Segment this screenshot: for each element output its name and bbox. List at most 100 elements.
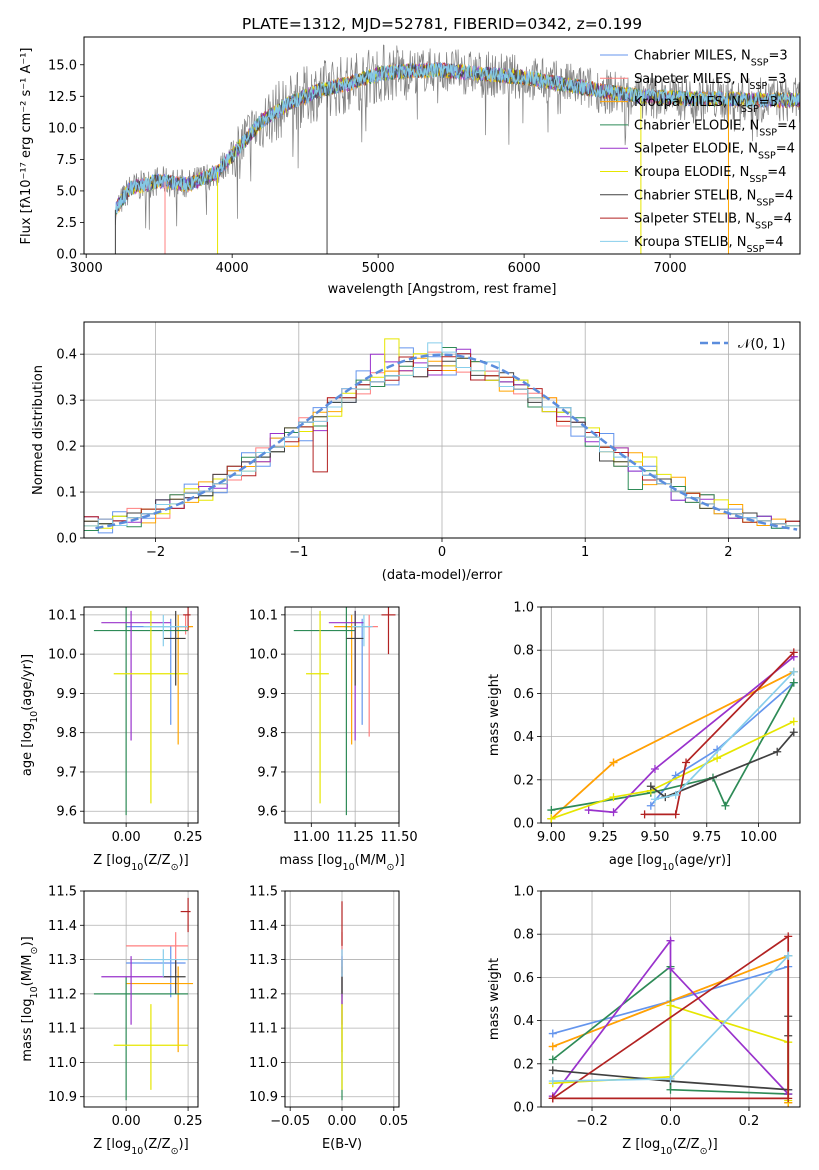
y-tick-label: 9.8 — [257, 726, 278, 741]
label-subscript: 10 — [29, 711, 40, 723]
weight-marker — [666, 936, 675, 945]
weight-line — [550, 671, 795, 820]
label-part: Kroupa ELODIE, N — [634, 165, 749, 180]
weight-marker — [789, 728, 798, 737]
x-tick-label: 6000 — [508, 261, 541, 276]
label-part: =4 — [764, 235, 783, 250]
label-part: )] — [179, 1137, 189, 1152]
label-part: (Z/Z — [672, 1137, 699, 1152]
weight-marker — [671, 810, 680, 819]
weight-marker — [609, 793, 618, 802]
x-axis-label: mass [log10(M/M⊙)] — [279, 853, 404, 873]
label-subscript: SSP — [759, 127, 777, 138]
y-tick-label: 11.1 — [48, 1022, 77, 1037]
y-tick-label: 10.1 — [48, 608, 77, 623]
y-tick-label: 1.0 — [513, 885, 534, 900]
age-vs-mass-border — [284, 606, 400, 824]
y-tick-label: 0.4 — [513, 1014, 534, 1029]
label-part: Salpeter ELODIE, N — [634, 142, 758, 157]
x-tick-label: 10.00 — [740, 830, 777, 845]
label-part: )] — [179, 853, 189, 868]
label-part: mass weight — [487, 674, 502, 756]
age-vs-Z-border — [83, 606, 199, 824]
x-tick-label: 0.2 — [739, 1114, 760, 1129]
label-part: Chabrier ELODIE, N — [634, 118, 759, 133]
label-subscript: 10 — [662, 862, 674, 873]
chart-title: PLATE=1312, MJD=52781, FIBERID=0342, z=0… — [242, 15, 642, 33]
residuals-border — [83, 321, 801, 539]
x-tick-label: 0.25 — [174, 830, 203, 845]
x-tick-label: 11.25 — [337, 830, 374, 845]
legend-entry: Salpeter ELODIE, NSSP=4 — [634, 142, 795, 162]
label-subscript: 10 — [131, 862, 143, 873]
weight-line — [650, 731, 795, 799]
mass-vs-Z-border — [83, 890, 199, 1108]
x-tick-label: 0.05 — [379, 1114, 408, 1129]
histogram-series — [84, 342, 800, 538]
x-tick-label: 3000 — [70, 261, 103, 276]
label-subscript: SSP — [751, 57, 769, 68]
x-tick-label: 0.00 — [328, 1114, 357, 1129]
x-tick-label: 11.50 — [380, 830, 417, 845]
label-part: Z [log — [93, 1137, 131, 1152]
massweight-vs-Z-lines — [548, 932, 793, 1107]
y-tick-label: 10.9 — [249, 1090, 278, 1105]
label-part: =4 — [774, 188, 793, 203]
y-tick-label: 9.8 — [56, 726, 77, 741]
x-axis-label: E(B-V) — [322, 1137, 362, 1152]
x-tick-label: 0.25 — [174, 1114, 203, 1129]
label-subscript: SSP — [749, 174, 767, 185]
y-tick-label: 9.9 — [257, 687, 278, 702]
legend-entry: Kroupa ELODIE, NSSP=4 — [634, 165, 786, 185]
x-tick-label: −0.05 — [270, 1114, 310, 1129]
x-axis-label: age [log10(age/yr)] — [609, 853, 731, 873]
label-part: Z [log — [622, 1137, 660, 1152]
label-subscript: SSP — [755, 220, 773, 231]
weight-marker — [548, 1066, 557, 1075]
y-tick-label: 9.7 — [257, 765, 278, 780]
label-part: Salpeter STELIB, N — [634, 212, 755, 227]
label-part: mass weight — [487, 958, 502, 1040]
y-tick-label: 10.0 — [48, 121, 77, 136]
y-tick-label: 9.6 — [56, 805, 77, 820]
label-part: =4 — [777, 118, 796, 133]
y-tick-label: 11.4 — [48, 919, 77, 934]
weight-marker — [789, 678, 798, 687]
label-part: (age/yr)] — [674, 853, 731, 868]
label-subscript: 10 — [29, 986, 40, 998]
y-tick-label: 2.5 — [56, 216, 77, 231]
label-part: Kroupa MILES, N — [634, 95, 741, 110]
age-vs-Z-axes — [80, 607, 198, 827]
y-tick-label: 11.4 — [249, 919, 278, 934]
y-tick-label: 0.1 — [56, 486, 77, 501]
y-tick-label: 0.8 — [513, 644, 534, 659]
y-axis-label: Normed distribution — [31, 365, 46, 495]
weight-marker — [609, 758, 618, 767]
y-tick-label: 11.0 — [249, 1056, 278, 1071]
weight-marker — [646, 782, 655, 791]
label-subscript: 10 — [660, 1146, 672, 1157]
y-tick-label: 0.0 — [56, 532, 77, 547]
label-subscript: ⊙ — [29, 947, 40, 955]
x-tick-label: 11.00 — [293, 830, 330, 845]
label-subscript: SSP — [749, 80, 767, 91]
label-part: =4 — [776, 142, 795, 157]
label-part: Salpeter MILES, N — [634, 72, 749, 87]
label-part: =4 — [773, 212, 792, 227]
age-vs-mass-axes — [281, 607, 400, 827]
mass-vs-Z-points — [93, 897, 194, 1101]
y-tick-label: 10.9 — [48, 1090, 77, 1105]
legend-entry: 𝒩(0, 1) — [738, 337, 785, 352]
spectrum-model-line — [114, 61, 800, 218]
y-axis-label: age [log10(age/yr)] — [20, 654, 40, 776]
label-subscript: ⊙ — [387, 862, 395, 873]
y-tick-label: 12.5 — [48, 90, 77, 105]
weight-marker — [789, 648, 798, 657]
y-tick-label: 0.2 — [513, 773, 534, 788]
label-part: (Z/Z — [143, 853, 170, 868]
y-tick-label: 1.0 — [513, 601, 534, 616]
x-tick-label: −1 — [289, 545, 308, 560]
weight-marker — [682, 758, 691, 767]
y-tick-label: 11.0 — [48, 1056, 77, 1071]
